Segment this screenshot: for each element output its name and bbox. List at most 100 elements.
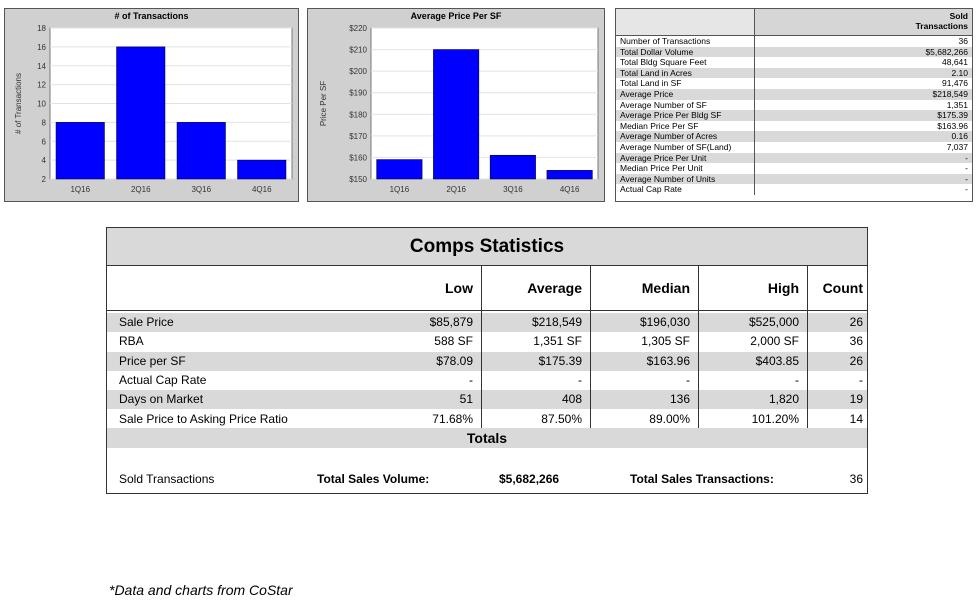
sold-row-value: 1,351 [946, 99, 968, 110]
column-divider [590, 266, 591, 428]
y-tick-label: $200 [349, 67, 367, 76]
comps-cell: - [469, 372, 473, 387]
sold-row-value: 2.10 [951, 67, 968, 78]
sold-row-label: Total Bldg Square Feet [620, 57, 707, 68]
footnote: *Data and charts from CoStar [109, 582, 293, 598]
comps-cell: 588 SF [434, 334, 473, 349]
comps-row: Actual Cap Rate - - - - - [107, 371, 867, 390]
comps-row: Price per SF $78.09 $175.39 $163.96 $403.85 2… [107, 351, 867, 371]
comps-cell: - [795, 372, 799, 387]
x-tick-label: 2Q16 [446, 185, 466, 194]
y-tick-label: $170 [349, 132, 367, 141]
comps-cell: - [578, 372, 582, 387]
comps-cell: 408 [561, 392, 582, 407]
sold-row-label: Average Number of SF(Land) [620, 142, 732, 152]
sold-row-value: - [965, 163, 968, 174]
sold-transactions-label: Sold Transactions [119, 472, 215, 486]
sold-row-value: $5,682,266 [925, 46, 968, 57]
comps-row: Sale Price $85,879 $218,549 $196,030 $525,00… [107, 313, 867, 332]
y-tick-label: 12 [37, 81, 46, 90]
column-divider [754, 131, 755, 142]
plot-area [370, 27, 599, 180]
column-divider [754, 57, 755, 68]
x-tick-label: 4Q16 [560, 185, 580, 194]
comps-cell: $403.85 [755, 353, 799, 368]
y-tick-label: 14 [37, 62, 46, 71]
comps-cell: - [859, 372, 863, 387]
comps-cell: $196,030 [639, 315, 690, 329]
sold-row-label: Average Price Per Bldg SF [620, 110, 722, 121]
y-tick-label: $150 [349, 175, 367, 184]
price-per-sf-chart-panel: Average Price Per SF $150 $160 $170 $180 $19… [307, 8, 605, 202]
sold-table-header: Sold Transactions [616, 9, 972, 36]
total-sales-volume-label: Total Sales Volume: [317, 472, 430, 486]
comps-cell: 136 [669, 392, 690, 407]
comps-cell: $175.39 [538, 353, 582, 368]
column-divider [754, 78, 755, 89]
column-divider [754, 67, 755, 79]
comps-row-label: RBA [119, 334, 144, 349]
column-divider [754, 120, 755, 132]
sold-row-label: Average Number of Units [620, 173, 716, 184]
sold-table-row: Total Land in Acres 2.10 [616, 67, 972, 79]
sold-table-row: Average Price Per Bldg SF $175.39 [616, 110, 972, 121]
sold-table-row: Average Number of Acres 0.16 [616, 131, 972, 142]
comps-cell: 36 [849, 334, 863, 349]
comps-cell: $218,549 [531, 315, 582, 329]
column-divider [754, 36, 755, 47]
sold-row-value: - [965, 152, 968, 163]
sold-table-row: Actual Cap Rate - [616, 184, 972, 195]
bar [376, 159, 423, 180]
comps-cell: 14 [849, 411, 863, 426]
comps-cell: $85,879 [429, 315, 473, 329]
comps-cell: 1,305 SF [641, 334, 690, 349]
comps-cell: 26 [849, 315, 863, 329]
y-tick-label: 16 [37, 43, 46, 52]
col-header-low: Low [445, 280, 473, 296]
bar [433, 49, 480, 180]
sold-row-label: Average Number of Acres [620, 131, 718, 142]
comps-statistics-table: Comps Statistics Low Average Median High… [106, 227, 868, 494]
bar [546, 170, 593, 180]
comps-row-label: Sale Price to Asking Price Ratio [119, 411, 288, 426]
comps-row-label: Days on Market [119, 392, 204, 407]
column-divider [754, 89, 755, 100]
comps-cell: 19 [849, 392, 863, 407]
sold-row-value: 36 [958, 36, 968, 46]
y-tick-label: 6 [42, 137, 47, 146]
total-sales-transactions-value: 36 [849, 472, 863, 486]
sold-table-row: Total Land in SF 91,476 [616, 78, 972, 89]
comps-row: Sale Price to Asking Price Ratio 71.68% 87… [107, 410, 867, 429]
y-tick-label: $160 [349, 153, 367, 162]
total-sales-volume-value: $5,682,266 [499, 472, 560, 486]
sold-table-row: Average Price $218,549 [616, 89, 972, 100]
y-tick-label: 2 [42, 175, 47, 184]
bar [55, 122, 105, 180]
sold-table-row: Total Bldg Square Feet 48,641 [616, 57, 972, 68]
total-sales-transactions-label: Total Sales Transactions: [630, 472, 774, 486]
sold-row-label: Actual Cap Rate [620, 184, 682, 195]
sold-row-value: $218,549 [932, 89, 968, 99]
sold-row-label: Number of Transactions [620, 36, 711, 46]
comps-title: Comps Statistics [107, 228, 867, 266]
sold-row-value: - [965, 184, 968, 195]
sold-row-label: Total Dollar Volume [620, 46, 694, 57]
col-header-high: High [767, 280, 799, 296]
y-tick-label: 18 [37, 24, 46, 33]
sold-header-label: Sold Transactions [755, 9, 972, 35]
column-divider [754, 152, 755, 164]
comps-cell: 1,820 [768, 392, 799, 407]
comps-cell: 26 [849, 353, 863, 368]
comps-cell: 89.00% [649, 411, 690, 426]
y-axis-label: # of Transactions [14, 73, 23, 134]
sold-row-label: Total Land in SF [620, 78, 682, 89]
column-divider [754, 46, 755, 58]
totals-heading: Totals [107, 428, 867, 448]
y-tick-label: $190 [349, 89, 367, 98]
column-divider [754, 142, 755, 153]
x-tick-label: 4Q16 [252, 185, 272, 194]
comps-cell: 51 [459, 392, 473, 407]
price-per-sf-bar-chart: $150 $160 $170 $180 $190 $200 $210 $220 1Q16 2Q16… [319, 24, 599, 194]
y-tick-label: $220 [349, 24, 367, 33]
sold-row-label: Average Price [620, 89, 674, 99]
